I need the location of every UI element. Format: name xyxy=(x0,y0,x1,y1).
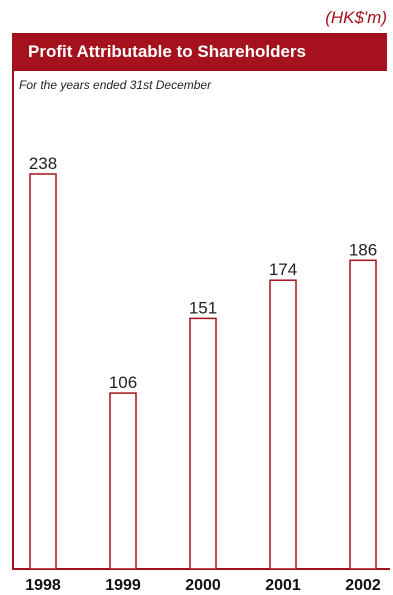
left-axis-line xyxy=(12,71,14,570)
unit-label: (HK$'m) xyxy=(325,8,387,27)
chart-subtitle: For the years ended 31st December xyxy=(19,78,212,92)
bar-2000 xyxy=(189,317,217,570)
x-tick-label-1998: 1998 xyxy=(25,577,61,594)
data-label-1999: 106 xyxy=(109,373,137,392)
bar-1999 xyxy=(109,392,137,570)
data-label-1998: 238 xyxy=(29,154,57,173)
data-label-2001: 174 xyxy=(269,260,297,279)
bar-1998 xyxy=(29,173,57,570)
x-tick-label-2000: 2000 xyxy=(185,577,221,594)
x-tick-label-1999: 1999 xyxy=(105,577,141,594)
data-label-2002: 186 xyxy=(349,240,377,259)
bar-2001 xyxy=(269,279,297,570)
bar-2002 xyxy=(349,259,377,570)
data-label-2000: 151 xyxy=(189,298,217,317)
chart-title: Profit Attributable to Shareholders xyxy=(12,33,387,71)
x-tick-label-2001: 2001 xyxy=(265,577,301,594)
x-tick-label-2002: 2002 xyxy=(345,577,381,594)
